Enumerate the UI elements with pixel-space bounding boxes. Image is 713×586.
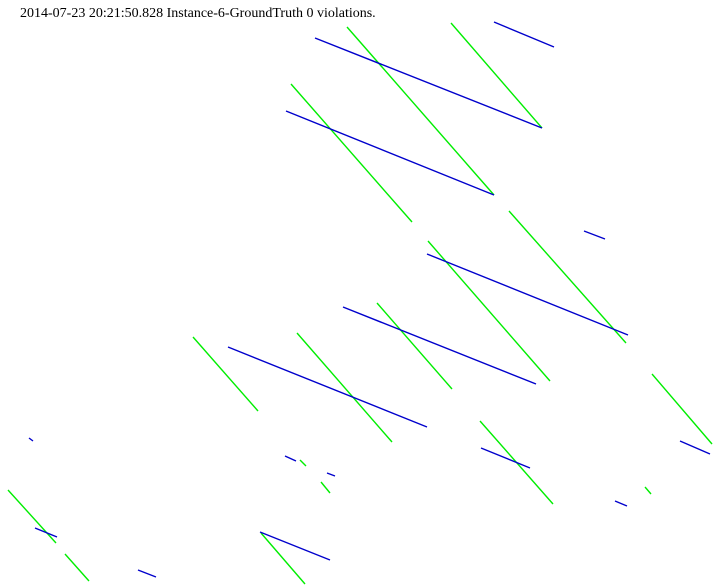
green-segment — [376, 302, 453, 390]
green-segments — [7, 22, 713, 585]
green-segment — [651, 373, 713, 445]
green-segment — [290, 83, 413, 223]
blue-segment — [34, 527, 58, 538]
green-segment — [64, 553, 90, 582]
green-segment — [192, 336, 259, 412]
green-segment — [7, 489, 57, 544]
blue-segment — [342, 306, 537, 385]
green-segment — [299, 459, 307, 467]
blue-segment — [426, 253, 629, 336]
green-segment — [296, 332, 393, 443]
green-segment — [346, 26, 495, 196]
blue-segment — [614, 500, 628, 507]
green-segment — [644, 486, 652, 495]
blue-segment — [493, 21, 555, 48]
blue-segment — [285, 110, 495, 196]
blue-segment — [227, 346, 428, 428]
blue-segment — [314, 37, 543, 129]
blue-segment — [583, 230, 606, 240]
blue-segment — [28, 437, 34, 442]
blue-segments — [28, 21, 711, 578]
green-segment — [320, 481, 331, 494]
blue-segment — [679, 440, 711, 455]
blue-segment — [480, 447, 531, 469]
green-segment — [427, 240, 551, 382]
status-line: 2014-07-23 20:21:50.828 Instance-6-Groun… — [20, 6, 376, 21]
blue-segment — [326, 472, 336, 477]
green-segment — [450, 22, 543, 129]
blue-segment — [137, 569, 157, 578]
blue-segment — [284, 455, 297, 462]
green-segment — [260, 532, 306, 585]
green-segment — [508, 210, 627, 344]
blue-segment — [259, 531, 331, 561]
